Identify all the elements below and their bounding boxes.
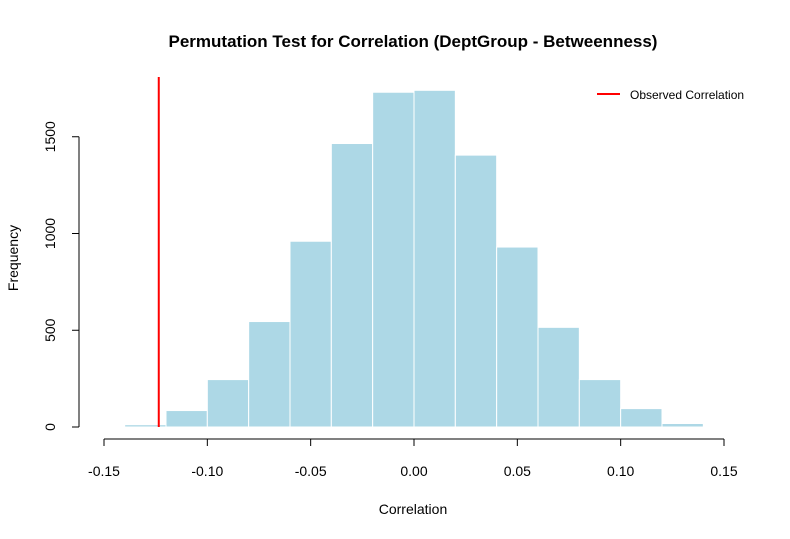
y-tick-label: 500 [42,318,58,342]
x-tick-label: -0.10 [191,463,223,479]
y-axis-label: Frequency [5,225,21,291]
legend-label: Observed Correlation [630,88,744,102]
x-tick-label: 0.10 [607,463,634,479]
histogram-bar [454,154,498,428]
x-tick-label: 0.15 [710,463,737,479]
histogram-bar [289,240,332,428]
histogram-bar [537,326,580,428]
histogram-bar [372,91,415,428]
x-tick-label: -0.15 [88,463,120,479]
histogram-bar [124,424,167,428]
y-tick-label: 1000 [42,218,58,249]
histogram-bar [578,379,622,428]
histogram-bar [661,423,704,428]
histogram-bar [496,246,539,428]
y-tick-label: 1500 [42,121,58,152]
histogram-bars [124,89,704,428]
x-axis-label: Correlation [379,501,447,517]
x-tick-label: 0.05 [504,463,531,479]
x-tick-label: 0.00 [400,463,427,479]
legend: Observed Correlation [597,88,744,102]
chart-title: Permutation Test for Correlation (DeptGr… [169,32,658,51]
histogram-bar [330,143,374,428]
y-tick-label: 0 [42,423,58,431]
histogram-bar [206,379,250,428]
histogram-bar [165,410,208,428]
histogram-bar [248,321,291,428]
x-axis: -0.15 -0.10 -0.05 0.00 0.05 0.10 0.15 [88,438,738,479]
histogram-bar [620,408,663,428]
histogram-bar [413,89,456,428]
y-axis: 0 500 1000 1500 [42,121,80,431]
x-tick-label: -0.05 [295,463,327,479]
